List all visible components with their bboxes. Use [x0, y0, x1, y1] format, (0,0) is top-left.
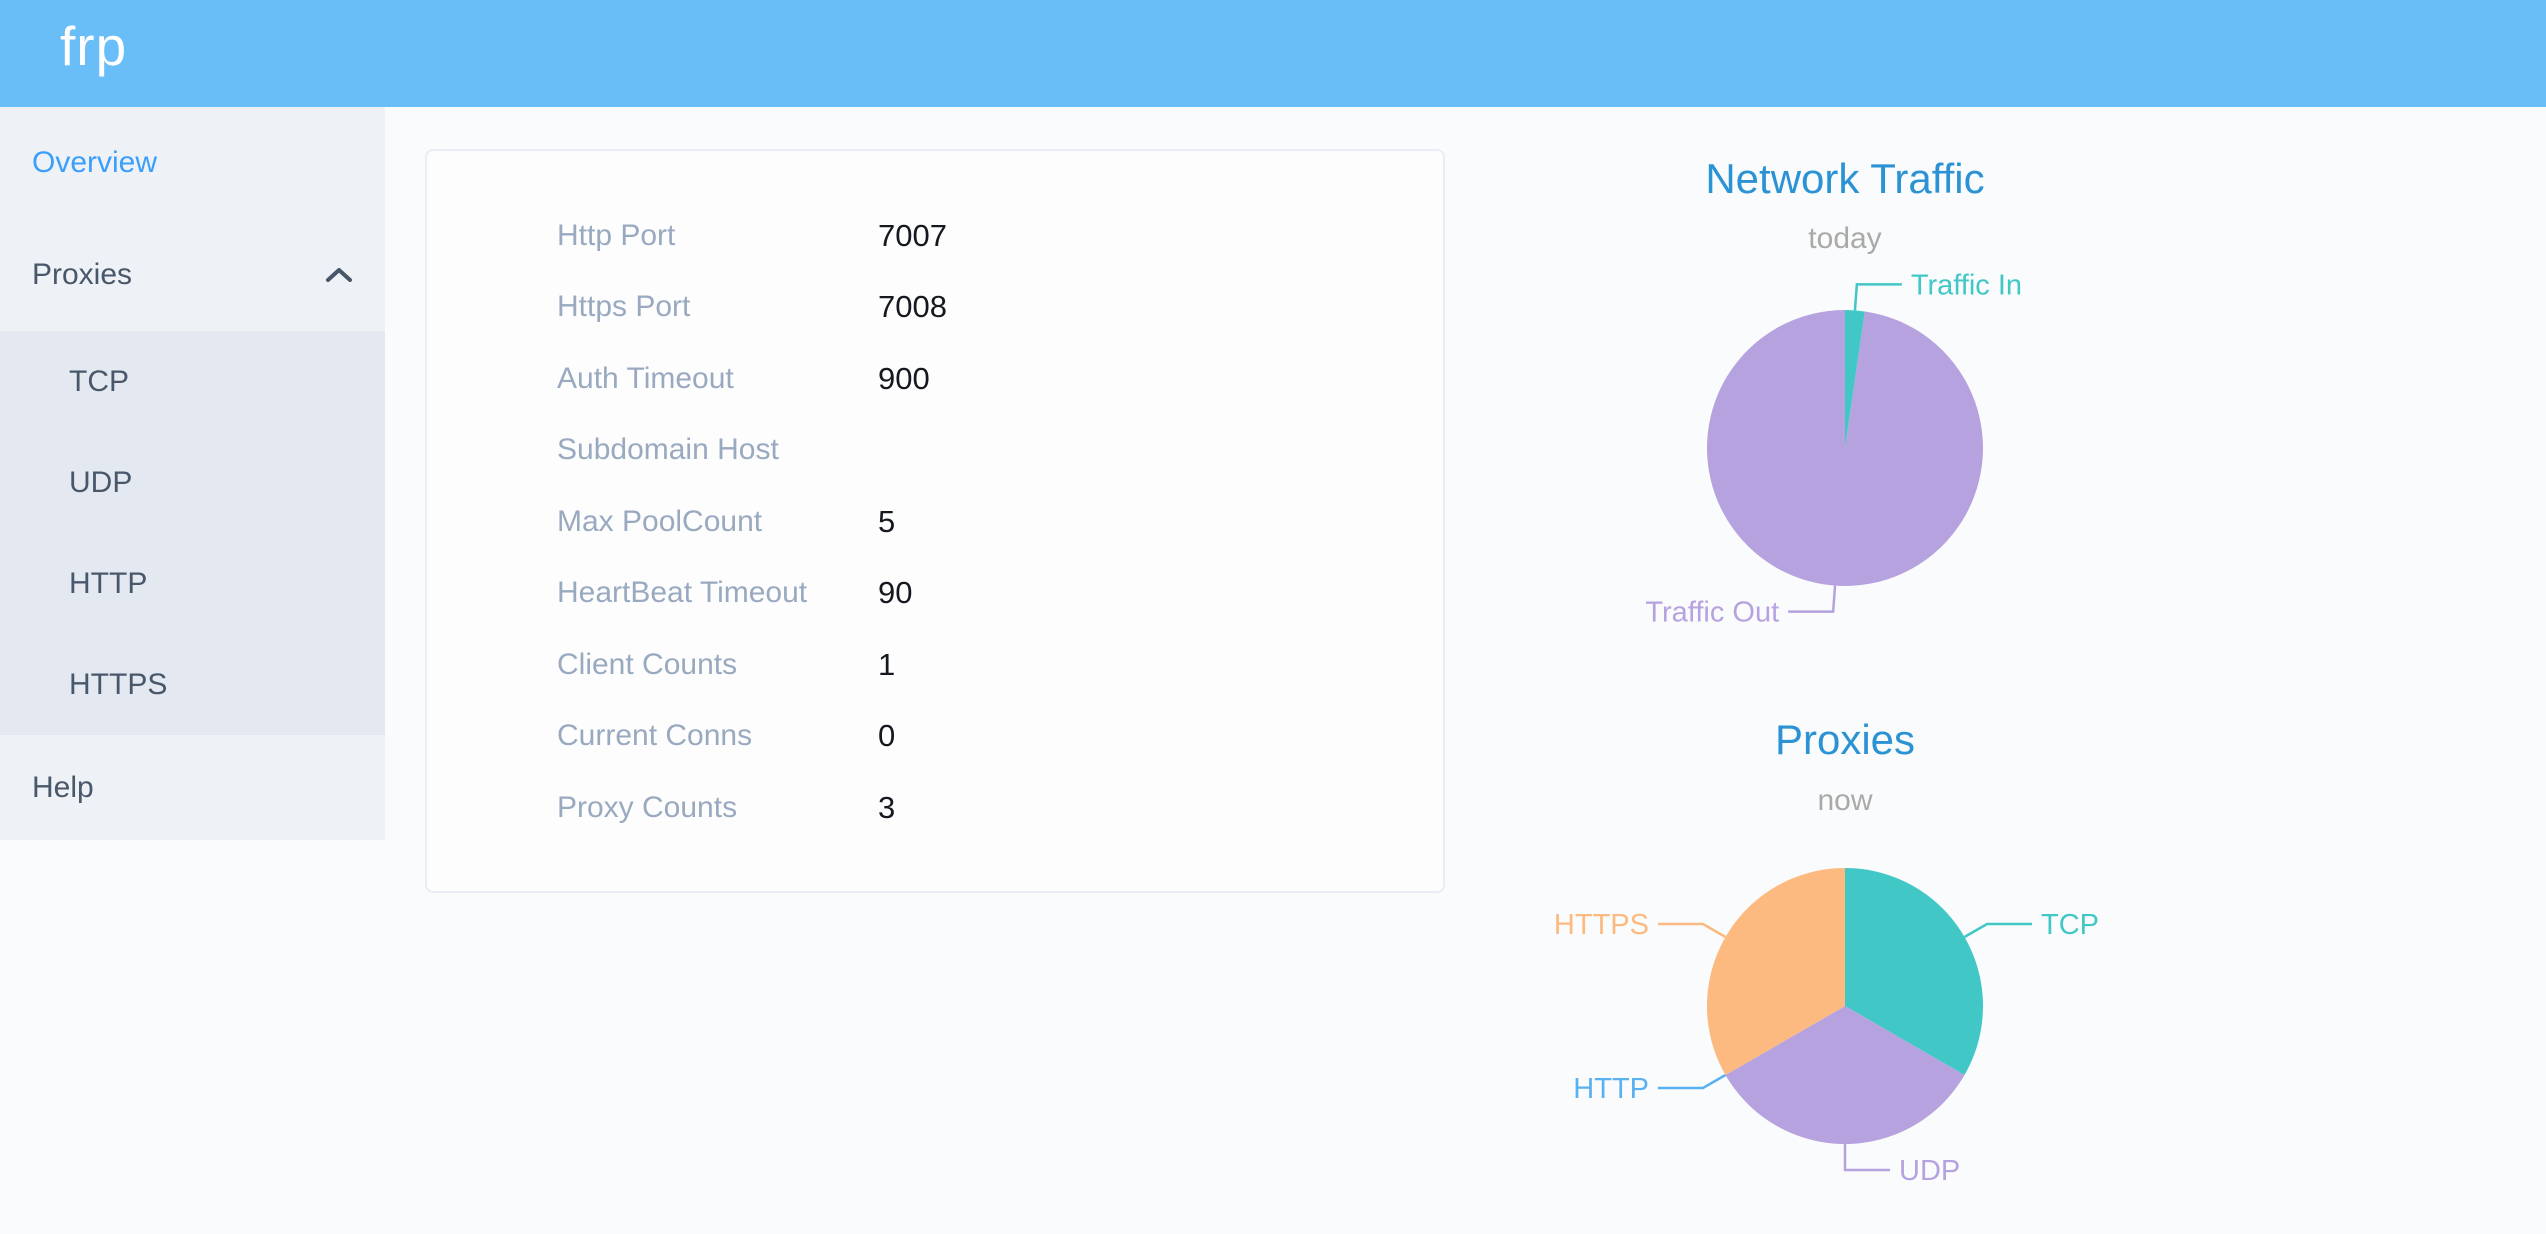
info-label: HeartBeat Timeout — [557, 576, 808, 610]
pie-label-traffic-out: Traffic Out — [1645, 597, 1779, 629]
sidebar-item-https[interactable]: HTTPS — [0, 634, 385, 735]
info-row-heartbeat-timeout: HeartBeat Timeout 90 — [427, 558, 1443, 630]
sidebar-item-udp[interactable]: UDP — [0, 432, 385, 533]
server-info-card: Http Port 7007 Https Port 7008 Auth Time… — [425, 149, 1445, 893]
pie-label-https: HTTPS — [1554, 909, 1649, 941]
pie-label-line — [1843, 1144, 1890, 1172]
info-row-subdomain-host: Subdomain Host — [427, 415, 1443, 487]
sidebar-item-label: HTTP — [69, 566, 148, 600]
sidebar-item-label: TCP — [69, 364, 129, 398]
proxies-chart-subtitle: now — [1817, 784, 1873, 817]
proxies-submenu: TCP UDP HTTP HTTPS — [0, 331, 385, 735]
info-label: Http Port — [557, 218, 676, 252]
sidebar-item-label: Proxies — [32, 258, 133, 291]
pie-slice-traffic-out[interactable] — [1707, 310, 1983, 586]
sidebar-item-label: Help — [32, 770, 94, 804]
info-value: 3 — [878, 789, 896, 825]
info-label: Client Counts — [557, 647, 738, 681]
pie-label-line — [1963, 922, 2033, 939]
pie-label-line — [1853, 283, 1902, 311]
pie-label-line — [1657, 1073, 1727, 1090]
sidebar-item-help[interactable]: Help — [0, 735, 385, 840]
proxies-pie-chart: TCP UDP HTTP HTTPS — [1554, 868, 2099, 1187]
pie-slice-tcp[interactable] — [1845, 868, 1983, 1075]
info-value: 900 — [878, 360, 930, 396]
info-label: Subdomain Host — [557, 433, 779, 467]
info-row-max-poolcount: Max PoolCount 5 — [427, 486, 1443, 558]
pie-label-udp: UDP — [1899, 1155, 1960, 1187]
info-value: 1 — [878, 646, 896, 682]
proxies-chart-title: Proxies — [1774, 716, 1916, 763]
sidebar-item-tcp[interactable]: TCP — [0, 331, 385, 432]
info-value: 7008 — [878, 289, 947, 325]
info-label: Https Port — [557, 290, 691, 324]
info-row-current-conns: Current Conns 0 — [427, 701, 1443, 773]
sidebar-item-label: Overview — [32, 146, 158, 179]
network-traffic-pie-chart: Traffic In Traffic Out — [1645, 269, 2022, 629]
sidebar: Overview Proxies TCP UDP HTTP HTTPS Help — [0, 107, 385, 840]
sidebar-item-http[interactable]: HTTP — [0, 533, 385, 634]
sidebar-item-label: HTTPS — [69, 667, 168, 701]
info-value: 90 — [878, 575, 913, 611]
pie-label-traffic-in: Traffic In — [1911, 269, 2022, 301]
header-bar: frp — [0, 0, 2546, 107]
info-row-http-port: Http Port 7007 — [427, 200, 1443, 272]
pie-slice-https[interactable] — [1707, 868, 1845, 1075]
info-label: Max PoolCount — [557, 504, 763, 538]
pie-label-http: HTTP — [1573, 1073, 1649, 1105]
app-logo: frp — [60, 15, 128, 77]
pie-label-line — [1788, 585, 1837, 613]
info-row-proxy-counts: Proxy Counts 3 — [427, 772, 1443, 844]
pie-slice-traffic-in[interactable] — [1845, 310, 1865, 448]
info-row-auth-timeout: Auth Timeout 900 — [427, 343, 1443, 415]
info-row-client-counts: Client Counts 1 — [427, 629, 1443, 701]
sidebar-item-label: UDP — [69, 465, 133, 499]
info-value: 0 — [878, 718, 896, 754]
pie-label-tcp: TCP — [2041, 909, 2099, 941]
pie-slice-udp[interactable] — [1725, 1006, 1965, 1144]
info-label: Current Conns — [557, 719, 753, 753]
info-row-https-port: Https Port 7008 — [427, 272, 1443, 344]
info-label: Proxy Counts — [557, 790, 738, 824]
info-label: Auth Timeout — [557, 361, 734, 395]
sidebar-item-proxies[interactable]: Proxies — [0, 219, 385, 331]
info-value: 7007 — [878, 217, 947, 253]
sidebar-item-overview[interactable]: Overview — [0, 107, 385, 219]
pie-label-line — [1657, 922, 1727, 939]
info-value: 5 — [878, 503, 896, 539]
network-traffic-subtitle: today — [1808, 222, 1882, 255]
chevron-up-icon — [326, 268, 352, 282]
network-traffic-title: Network Traffic — [1705, 155, 1985, 202]
